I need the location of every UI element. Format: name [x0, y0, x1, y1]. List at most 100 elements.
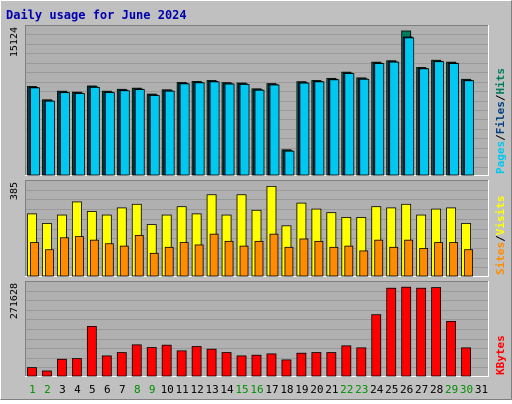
x-tick-label-day-2: 2 [44, 383, 51, 396]
bar-kbytes-day-22: KBytes 22: 90000 [341, 345, 352, 377]
x-tick-label-day-15: 15 [235, 383, 248, 396]
x-tick-label-day-10: 10 [161, 383, 174, 396]
bar-kbytes-day-2: KBytes 2: 15000 [42, 370, 52, 377]
bar-pages-day-15: Pages 15: 9510 [239, 84, 250, 176]
bar-kbytes-day-27: KBytes 27: 262000 [416, 287, 427, 377]
x-tick-label-day-31: 31 [475, 383, 488, 396]
legend-files: Files [494, 101, 507, 134]
x-tick-label-day-8: 8 [134, 383, 141, 396]
bar-sites-day-22: Sites 22: 125 [344, 245, 354, 277]
bar-pages-day-2: Pages 2: 7750 [45, 100, 55, 176]
bar-sites-day-11: Sites 11: 140 [179, 242, 189, 277]
x-tick-label-day-22: 22 [340, 383, 353, 396]
bar-sites-day-15: Sites 15: 125 [239, 245, 249, 277]
x-tick-label-day-6: 6 [104, 383, 111, 396]
bar-sites-day-6: Sites 6: 135 [104, 243, 114, 277]
bar-sites-day-14: Sites 14: 145 [224, 240, 234, 277]
bar-kbytes-day-23: KBytes 23: 84000 [356, 347, 367, 377]
x-tick-label-day-14: 14 [220, 383, 234, 396]
x-tick-label-day-5: 5 [89, 383, 96, 396]
bar-pages-day-23: Pages 23: 10050 [359, 78, 370, 176]
legend-sep1: / [494, 235, 507, 242]
bar-pages-day-14: Pages 14: 9550 [224, 83, 235, 176]
bar-pages-day-17: Pages 17: 9450 [269, 84, 280, 176]
x-axis-day-labels: 1 2 3 4 5 6 7 8 9 10 11 12 13 14 15 16 17 18 19 20 21 22 23 24 2… [29, 383, 488, 396]
bar-pages-day-11: Pages 11: 9570 [179, 83, 190, 176]
bar-sites-day-21: Sites 21: 120 [329, 246, 339, 277]
x-tick-label-day-7: 7 [119, 383, 126, 396]
bar-pages-day-10: Pages 10: 8800 [164, 90, 175, 176]
bar-kbytes-day-18: KBytes 18: 48000 [281, 359, 292, 377]
legend-sep1: / [494, 134, 507, 141]
bar-sites-day-7: Sites 7: 125 [119, 245, 129, 277]
bar-kbytes-day-26: KBytes 26: 265000 [401, 286, 412, 377]
bar-sites-day-18: Sites 18: 120 [284, 246, 294, 277]
bar-sites-day-30: Sites 30: 110 [464, 249, 473, 277]
bar-kbytes-day-20: KBytes 20: 70000 [311, 352, 322, 377]
bar-kbytes-day-14: KBytes 14: 70000 [221, 352, 232, 377]
bar-sites-day-4: Sites 4: 165 [74, 236, 84, 277]
legend-hits: Hits [494, 68, 507, 95]
x-tick-label-day-13: 13 [205, 383, 218, 396]
bar-pages-day-18: Pages 18: 2500 [284, 150, 295, 176]
bar-sites-day-17: Sites 17: 175 [269, 233, 279, 277]
bar-pages-day-19: Pages 19: 9650 [299, 82, 310, 176]
x-tick-label-day-16: 16 [250, 383, 263, 396]
bar-pages-day-12: Pages 12: 9680 [194, 82, 205, 176]
bar-kbytes-day-7: KBytes 7: 70000 [116, 352, 127, 377]
bar-kbytes-day-30: KBytes 30: 84000 [461, 347, 471, 377]
panel-legend: Sites/Visits [494, 196, 507, 276]
bar-kbytes-day-21: KBytes 21: 70000 [326, 352, 337, 377]
bar-kbytes-day-1: KBytes 1: 25000 [27, 367, 37, 377]
bar-pages-day-1: Pages 1: 9150 [30, 87, 40, 176]
x-tick-label-day-25: 25 [385, 383, 398, 396]
bar-sites-day-25: Sites 25: 120 [389, 246, 399, 277]
legend-pages: Pages [494, 141, 507, 174]
bar-kbytes-day-29: KBytes 29: 163000 [446, 320, 456, 377]
bar-kbytes-day-19: KBytes 19: 68000 [296, 352, 307, 377]
panel-legend: Pages/Files/Hits [494, 68, 507, 174]
bar-pages-day-8: Pages 8: 8970 [134, 89, 145, 176]
bar-pages-day-20: Pages 20: 9780 [314, 81, 325, 176]
legend-sep2: / [494, 94, 507, 101]
bar-pages-day-5: Pages 5: 9200 [89, 87, 100, 176]
bar-kbytes-day-9: KBytes 9: 85000 [146, 347, 157, 377]
bar-pages-day-26: Pages 26: 14400 [404, 37, 415, 176]
x-tick-label-day-1: 1 [29, 383, 36, 396]
bar-kbytes-day-8: KBytes 8: 93000 [131, 344, 142, 377]
bar-sites-day-28: Sites 28: 140 [434, 242, 444, 277]
bar-pages-day-24: Pages 24: 11700 [374, 63, 385, 176]
x-tick-label-day-3: 3 [59, 383, 66, 396]
bar-pages-day-13: Pages 13: 9780 [209, 81, 220, 176]
x-tick-label-day-24: 24 [370, 383, 384, 396]
x-tick-label-day-29: 29 [445, 383, 458, 396]
bar-sites-day-9: Sites 9: 95 [149, 252, 159, 277]
bar-kbytes-day-5: KBytes 5: 148000 [86, 326, 97, 377]
y-max-label: 15124 [9, 27, 20, 57]
bar-sites-day-16: Sites 16: 145 [254, 240, 264, 277]
legend-sites: Sites [494, 242, 507, 275]
bar-sites-day-2: Sites 2: 110 [45, 249, 54, 277]
bar-sites-day-12: Sites 12: 130 [194, 244, 204, 277]
x-tick-label-day-12: 12 [191, 383, 204, 396]
bar-sites-day-1: Sites 1: 140 [30, 242, 39, 277]
panel-kbytes: 271628 KBytes KBytes 1: 25000 KBytes 2: 150… [9, 281, 507, 377]
bar-sites-day-24: Sites 24: 150 [374, 239, 384, 277]
legend-visits: Visits [494, 196, 507, 236]
bar-kbytes-day-16: KBytes 16: 62000 [251, 354, 262, 377]
bar-sites-day-26: Sites 26: 150 [404, 239, 414, 277]
bar-kbytes-day-25: KBytes 25: 262000 [386, 287, 397, 377]
bar-pages-day-27: Pages 27: 11150 [419, 68, 430, 176]
bar-pages-day-22: Pages 22: 10650 [344, 73, 355, 176]
x-tick-label-day-18: 18 [280, 383, 293, 396]
bar-pages-day-29: Pages 29: 11700 [449, 63, 459, 176]
x-tick-label-day-26: 26 [400, 383, 413, 396]
x-tick-label-day-11: 11 [176, 383, 189, 396]
chart-title: Daily usage for June 2024 [6, 8, 187, 22]
x-tick-label-day-9: 9 [149, 383, 156, 396]
bar-kbytes-day-17: KBytes 17: 66000 [266, 353, 277, 377]
